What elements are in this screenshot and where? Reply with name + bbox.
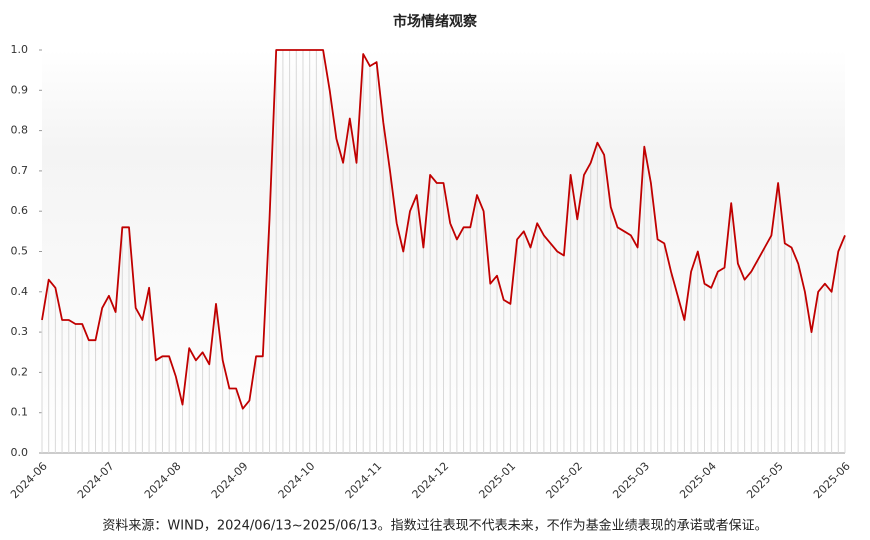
x-tick-label: 2025-01 (476, 460, 518, 502)
x-tick-label: 2025-02 (543, 460, 585, 502)
x-tick-label: 2024-08 (142, 460, 184, 502)
y-tick-label: 1.0 (11, 43, 29, 56)
y-tick-label: 0.9 (11, 83, 29, 96)
y-tick-label: 0.5 (11, 245, 29, 258)
x-tick-label: 2024-07 (75, 460, 117, 502)
x-tick-label: 2025-05 (744, 460, 786, 502)
x-tick-label: 2025-04 (677, 460, 719, 502)
chart-title: 市场情绪观察 (393, 13, 478, 30)
y-tick-label: 0.0 (11, 446, 29, 459)
y-tick-label: 0.8 (11, 124, 29, 137)
x-tick-label: 2024-11 (343, 460, 385, 502)
y-tick-label: 0.6 (11, 204, 29, 217)
x-tick-label: 2024-06 (8, 460, 50, 502)
y-tick-label: 0.7 (11, 164, 29, 177)
line (41, 49, 846, 410)
y-tick-label: 0.3 (11, 325, 29, 338)
y-tick-label: 0.2 (11, 365, 29, 378)
x-tick-label: 2025-06 (811, 460, 853, 502)
x-tick-label: 2024-12 (410, 460, 452, 502)
y-tick-label: 0.4 (11, 285, 29, 298)
source-note: 资料来源：WIND，2024/06/13~2025/06/13。指数过往表现不代… (102, 518, 767, 534)
y-tick-label: 0.1 (11, 406, 29, 419)
x-tick-label: 2024-10 (276, 460, 318, 502)
x-tick-label: 2024-09 (209, 460, 251, 502)
x-tick-label: 2025-03 (610, 460, 652, 502)
